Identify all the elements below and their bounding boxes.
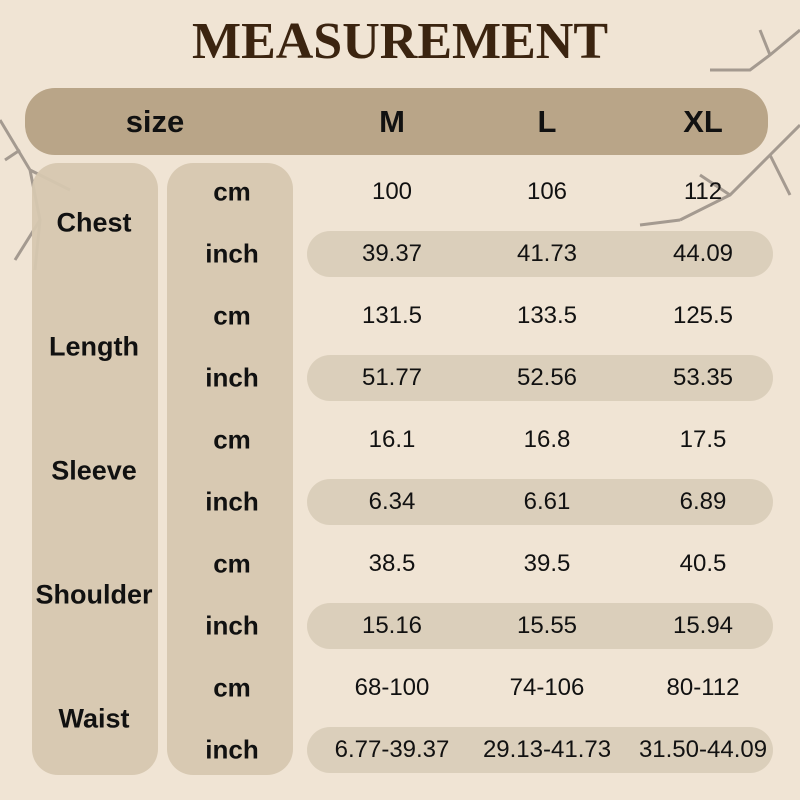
measurement-label: Chest [56,207,132,238]
size-header-row: size M L XL [25,88,768,155]
inch-row-stripe [307,355,773,401]
page-title: MEASUREMENT [191,13,609,70]
inch-row-stripe [307,603,773,649]
inch-row-stripe [307,727,773,773]
inch-value: 29.13-41.73 [482,736,612,763]
unit-column [167,163,293,775]
unit-label-cm: cm [213,672,251,703]
inch-value: 52.56 [516,364,578,391]
inch-value: 15.55 [516,612,578,639]
unit-label-inch: inch [205,362,259,393]
cm-value: 112 [683,178,723,205]
inch-row-stripe [307,479,773,525]
cm-value: 16.1 [368,426,416,453]
unit-label-cm: cm [213,548,251,579]
measurement-label: Shoulder [35,579,153,610]
size-header-label: size [125,104,185,139]
inch-value: 6.34 [368,488,416,515]
cm-value: 74-106 [509,674,585,701]
cm-value: 16.8 [523,426,571,453]
size-header-xl: XL [683,104,723,139]
size-header-l: L [537,104,557,139]
cm-value: 106 [526,178,568,205]
inch-value: 51.77 [361,364,423,391]
inch-value: 44.09 [672,240,734,267]
inch-value: 39.37 [361,240,423,267]
cm-value: 40.5 [679,550,727,577]
inch-row-stripe [307,231,773,277]
measurement-label: Waist [58,703,130,734]
inch-value: 6.89 [679,488,727,515]
unit-label-cm: cm [213,300,251,331]
inch-value: 15.16 [361,612,423,639]
cm-value: 125.5 [672,302,734,329]
cm-value: 17.5 [679,426,727,453]
cm-value: 38.5 [368,550,416,577]
cm-value: 100 [371,178,413,205]
cm-value: 131.5 [361,302,423,329]
measurement-label: Length [49,331,139,362]
inch-value: 53.35 [672,364,734,391]
inch-value: 6.61 [523,488,571,515]
inch-value: 6.77-39.37 [334,736,450,763]
unit-label-cm: cm [213,176,251,207]
inch-value: 41.73 [516,240,578,267]
measurement-label-column [32,163,158,775]
unit-label-inch: inch [205,734,259,765]
unit-label-inch: inch [205,238,259,269]
cm-value: 80-112 [666,674,740,701]
inch-value: 15.94 [672,612,734,639]
inch-value: 31.50-44.09 [638,736,768,763]
size-header-m: M [379,104,405,139]
cm-value: 133.5 [516,302,578,329]
cm-value: 39.5 [523,550,571,577]
unit-label-cm: cm [213,424,251,455]
measurement-label: Sleeve [51,455,137,486]
cm-value: 68-100 [354,674,430,701]
unit-label-inch: inch [205,486,259,517]
unit-label-inch: inch [205,610,259,641]
